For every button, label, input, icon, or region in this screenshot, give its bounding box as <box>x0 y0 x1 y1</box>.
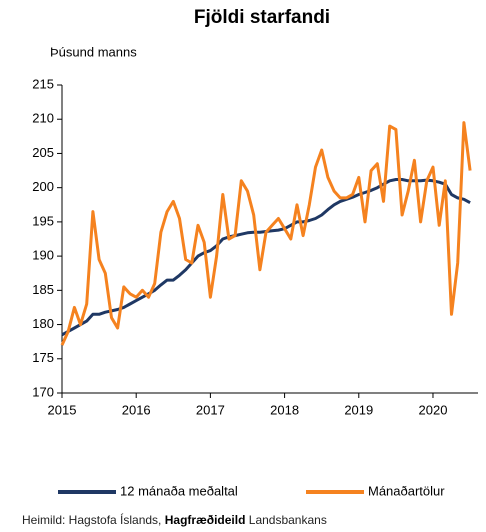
series-line <box>61 178 471 337</box>
x-tick-label: 2018 <box>270 402 299 417</box>
source-part: Heimild: Hagstofa Íslands, <box>22 512 161 527</box>
y-tick-label: 170 <box>32 384 54 399</box>
y-tick-label: 190 <box>32 248 54 263</box>
x-tick-label: 2020 <box>419 402 448 417</box>
y-axis-label: Þúsund manns <box>50 44 137 59</box>
source: Heimild: Hagstofa Íslands, Hagfræðideild… <box>22 512 327 527</box>
y-tick-label: 180 <box>32 316 54 331</box>
source-part: Landsbankans <box>249 513 327 527</box>
y-tick-label: 200 <box>32 179 54 194</box>
y-tick-label: 185 <box>32 282 54 297</box>
legend-label: Mánaðartölur <box>368 483 445 498</box>
x-tick-label: 2016 <box>122 402 151 417</box>
y-tick-label: 205 <box>32 145 54 160</box>
source-part: Hagfræðideild <box>165 513 246 527</box>
x-tick-label: 2017 <box>196 402 225 417</box>
y-tick-label: 175 <box>32 350 54 365</box>
x-tick-label: 2019 <box>344 402 373 417</box>
y-tick-label: 215 <box>32 76 54 91</box>
y-tick-label: 210 <box>32 111 54 126</box>
y-tick-label: 195 <box>32 213 54 228</box>
x-tick-label: 2015 <box>48 402 77 417</box>
legend-label: 12 mánaða meðaltal <box>120 483 238 498</box>
chart-title: Fjöldi starfandi <box>194 7 330 28</box>
series-line <box>60 121 472 346</box>
